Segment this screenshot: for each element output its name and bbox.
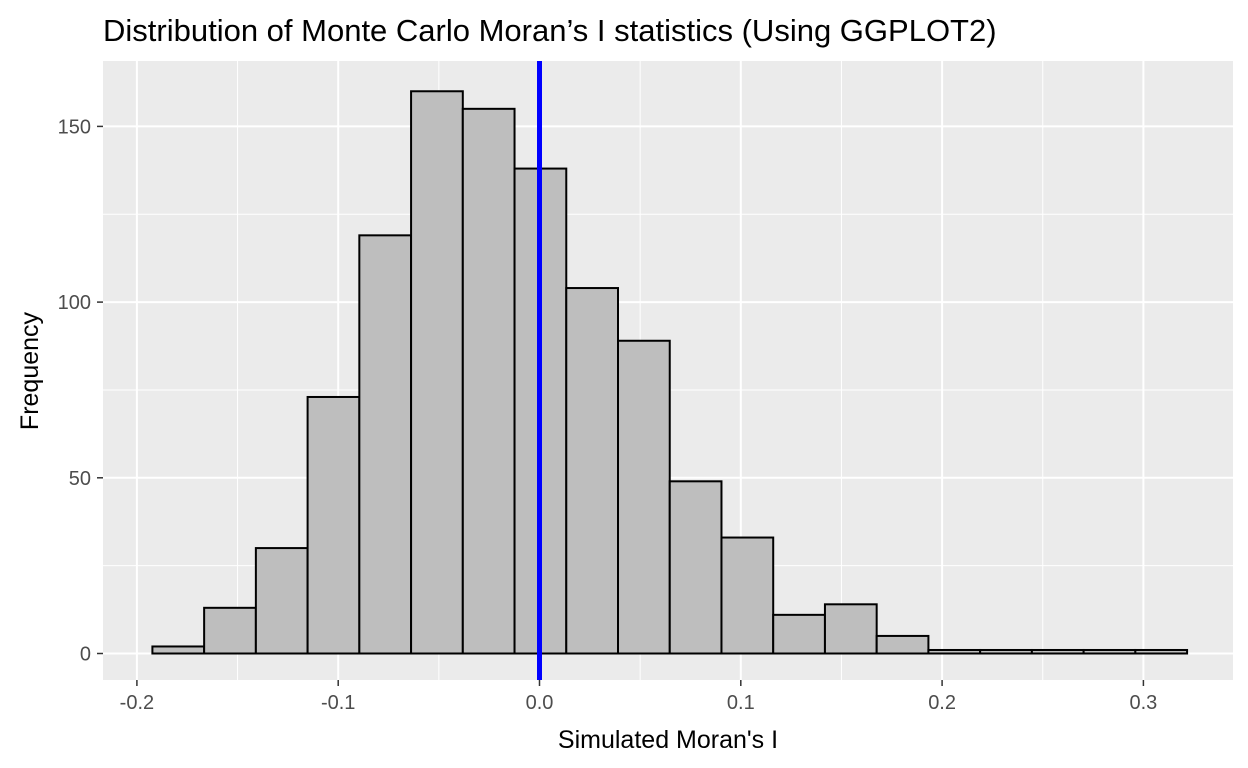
x-axis: -0.2 -0.1 0.0 0.1 0.2 0.3 [120,680,1157,714]
histogram-bar-10 [617,339,671,655]
x-tick-label: 0.2 [928,692,956,714]
y-tick-label: 0 [80,644,91,666]
histogram-bar-14 [823,603,878,655]
histogram-bar-6 [410,90,464,655]
histogram-bar-7 [461,107,516,655]
x-tick-label: 0.0 [526,692,554,714]
histogram-bar-5 [358,234,413,655]
histogram-bar-13 [772,613,826,655]
histogram-bar-4 [306,395,361,655]
x-tick-label: 0.3 [1129,692,1157,714]
chart-title: Distribution of Monte Carlo Moran’s I st… [103,13,997,48]
histogram-bar-20 [1134,648,1189,655]
y-tick-label: 50 [69,468,91,490]
histogram-bar-12 [720,536,775,655]
y-tick-label: 150 [58,116,91,138]
histogram-bar-9 [565,287,620,655]
y-axis: 0 50 100 150 [58,116,103,666]
histogram-bar-19 [1082,648,1137,655]
x-axis-title: Simulated Moran's I [558,726,778,754]
histogram-bar-17 [979,648,1033,655]
y-axis-title: Frequency [16,311,44,430]
x-tick-label: -0.1 [321,692,355,714]
histogram-bar-18 [1030,648,1085,655]
histogram-bar-11 [668,480,723,655]
x-tick-label: -0.2 [120,692,154,714]
x-tick-label: 0.1 [727,692,755,714]
y-tick-label: 100 [58,292,91,314]
histogram-bar-15 [875,634,930,655]
histogram-bar-1 [151,645,206,655]
histogram-bar-16 [927,648,982,655]
histogram-bar-3 [254,547,309,655]
histogram-bar-2 [203,606,257,655]
